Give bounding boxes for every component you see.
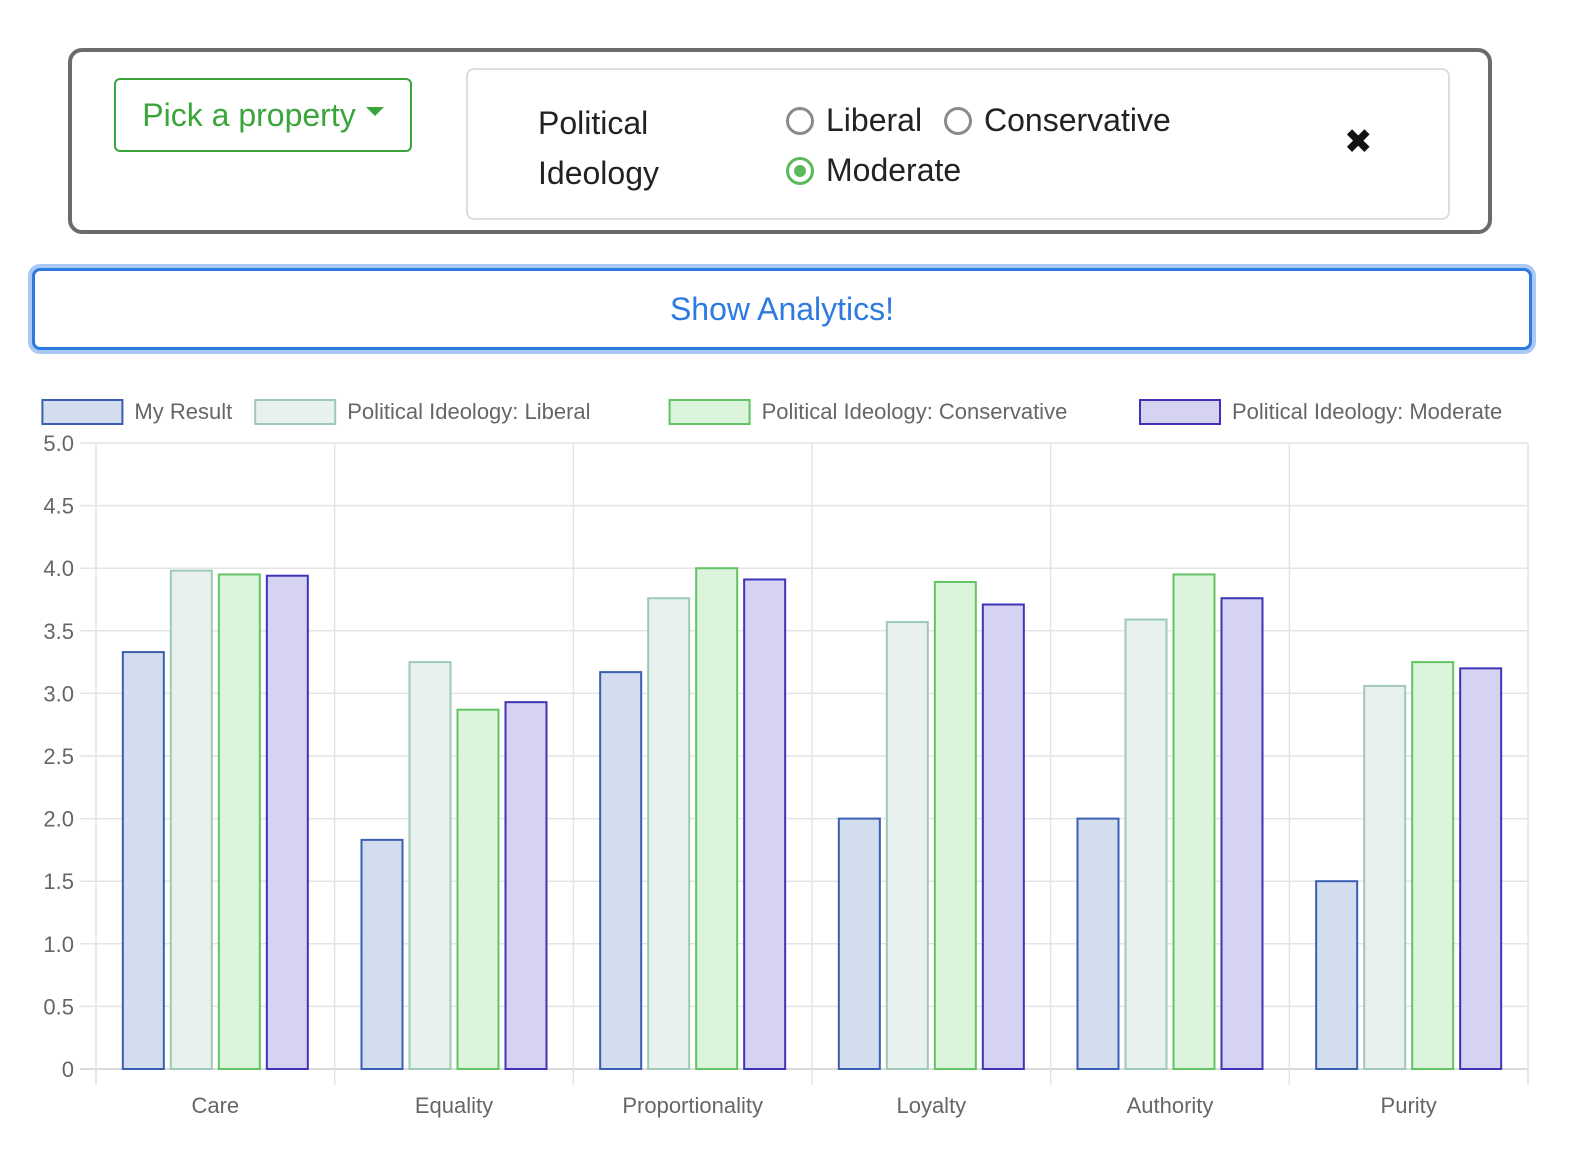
y-tick-label: 2.5 [43,744,74,769]
y-tick-label: 3.5 [43,619,74,644]
y-tick-label: 0 [62,1057,74,1082]
bar [121,651,165,1070]
bar [217,573,261,1071]
bar [933,580,977,1071]
legend-label: Political Ideology: Conservative [762,399,1068,424]
bar [504,701,548,1070]
bar [1411,661,1455,1070]
legend-swatch [1139,399,1221,425]
bar [1076,817,1120,1070]
y-tick-label: 1.0 [43,932,74,957]
bar [647,597,691,1071]
legend-label: My Result [134,399,232,424]
y-tick-label: 5.0 [43,431,74,456]
bar [743,578,787,1071]
pick-property-button[interactable]: Pick a property [114,78,412,152]
bar [1459,667,1503,1070]
radio-circle-icon [944,106,972,135]
radio-circle-icon [786,106,814,135]
bar [265,574,309,1070]
x-tick-label: Proportionality [622,1093,763,1118]
caret-down-icon [365,106,384,116]
y-tick-label: 0.5 [43,994,74,1019]
x-tick-label: Authority [1127,1093,1214,1118]
bar [599,671,643,1070]
radio-label-conservative: Conservative [984,102,1171,138]
x-tick-label: Care [191,1093,239,1118]
chart-svg: 0 0.5 1.0 1.5 2.0 2.5 3.0 3.5 4.0 4.5 5.0 Care Equal… [41,399,1529,1118]
radio-moderate[interactable]: Moderate [786,152,961,189]
y-tick-label: 3.0 [43,681,74,706]
legend-label: Political Ideology: Liberal [347,399,590,424]
bar [1315,880,1359,1071]
bar [695,567,739,1070]
bar [981,603,1025,1070]
bar [837,817,881,1070]
legend-swatch [668,399,751,425]
x-tick-label: Equality [415,1093,493,1118]
bar [456,708,500,1070]
property-card: Political Ideology Liberal Conservative … [466,68,1450,220]
property-name: Political Ideology [538,105,659,191]
radio-checked-icon [786,156,814,185]
legend-swatch [254,399,337,425]
y-tick-label: 4.5 [43,494,74,519]
x-tick-label: Loyalty [896,1093,966,1118]
radio-liberal[interactable]: Liberal [786,102,922,139]
bar [360,838,404,1070]
legend-label: Political Ideology: Moderate [1232,399,1502,424]
y-tick-label: 2.0 [43,807,74,832]
close-icon[interactable]: ✖ [1344,123,1373,161]
show-analytics-button[interactable]: Show Analytics! [32,268,1532,350]
bar [1220,597,1264,1071]
filter-panel: Pick a property Political Ideology Liber… [68,48,1492,234]
legend-swatch [41,399,124,425]
bar [885,621,929,1070]
bar [408,661,452,1070]
bar [1172,573,1216,1071]
bar [169,569,213,1070]
radio-label-moderate: Moderate [826,152,962,188]
y-tick-label: 4.0 [43,556,74,581]
bar-chart: 0 0.5 1.0 1.5 2.0 2.5 3.0 3.5 4.0 4.5 5.0 Care Equal… [0,380,1594,1158]
pick-property-label: Pick a property [142,96,356,133]
y-tick-label: 1.5 [43,869,74,894]
radio-conservative[interactable]: Conservative [944,102,1171,139]
radio-label-liberal: Liberal [826,102,923,138]
bar [1124,618,1168,1070]
x-tick-label: Purity [1381,1093,1437,1118]
bar [1363,684,1407,1070]
